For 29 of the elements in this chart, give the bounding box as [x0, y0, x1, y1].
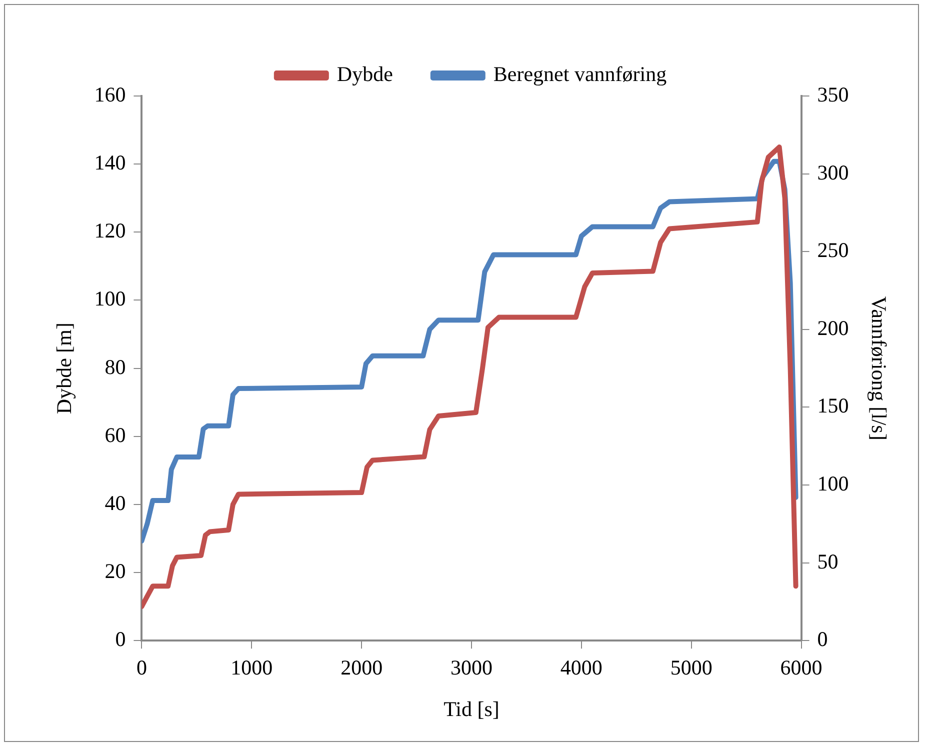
y-tick-label: 80	[104, 354, 126, 379]
y-tick-label: 120	[94, 218, 126, 243]
y2-tick-label: 300	[817, 160, 849, 184]
y2-tick-label: 0	[817, 627, 828, 652]
y2-tick-label: 250	[817, 238, 849, 262]
y-tick-label: 0	[115, 627, 126, 652]
y-tick-label: 100	[94, 286, 126, 311]
x-tick-label: 4000	[560, 656, 602, 680]
y-axis-title: Dybde [m]	[52, 322, 76, 414]
y2-axis-title: Vannføriong [l/s]	[866, 296, 891, 440]
x-axis-title: Tid [s]	[444, 696, 500, 721]
y2-tick-label: 50	[817, 549, 838, 574]
x-tick-label: 6000	[780, 656, 822, 680]
x-tick-label: 2000	[340, 656, 383, 680]
y2-tick-label: 200	[817, 316, 849, 340]
x-tick-label: 0	[136, 656, 147, 680]
legend-label: Dybde	[336, 62, 393, 86]
y-tick-label: 60	[104, 422, 126, 447]
x-tick-label: 5000	[670, 656, 712, 680]
y2-tick-label: 150	[817, 394, 849, 418]
y-tick-label: 40	[104, 490, 126, 515]
y-tick-label: 140	[94, 150, 126, 175]
x-tick-label: 1000	[230, 656, 273, 680]
y2-tick-label: 350	[817, 82, 849, 107]
x-tick-label: 3000	[450, 656, 492, 680]
legend-label: Beregnet vannføring	[493, 62, 668, 86]
y2-tick-label: 100	[817, 472, 849, 496]
y-tick-label: 160	[94, 82, 126, 107]
y-tick-label: 20	[104, 559, 126, 584]
